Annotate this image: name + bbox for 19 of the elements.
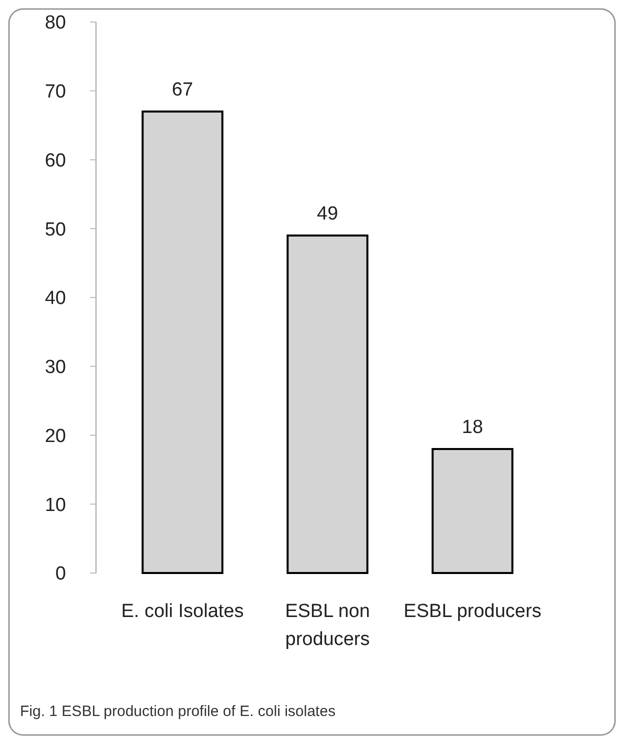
data-label: 49: [316, 204, 338, 225]
y-tick-label: 70: [44, 82, 66, 103]
y-tick-label: 60: [44, 150, 66, 172]
x-tick-label: E. coli Isolates: [121, 601, 244, 622]
y-tick-label: 20: [44, 426, 66, 447]
y-tick-label: 80: [44, 12, 66, 34]
y-tick-label: 50: [44, 219, 66, 240]
y-tick-label: 10: [44, 494, 66, 516]
data-label: 18: [462, 417, 484, 438]
y-tick-label: 0: [55, 564, 66, 585]
caption: Fig. 1 ESBL production profile of E. coli isolates: [20, 703, 336, 720]
bar: [432, 448, 514, 574]
x-tick-label: ESBL producers: [404, 601, 542, 622]
bar: [142, 110, 224, 574]
y-tick-label: 40: [44, 288, 66, 310]
data-label: 67: [172, 80, 194, 101]
bar: [286, 234, 368, 574]
x-tick-label: ESBL non producers: [285, 601, 370, 650]
y-tick-label: 30: [44, 357, 66, 378]
